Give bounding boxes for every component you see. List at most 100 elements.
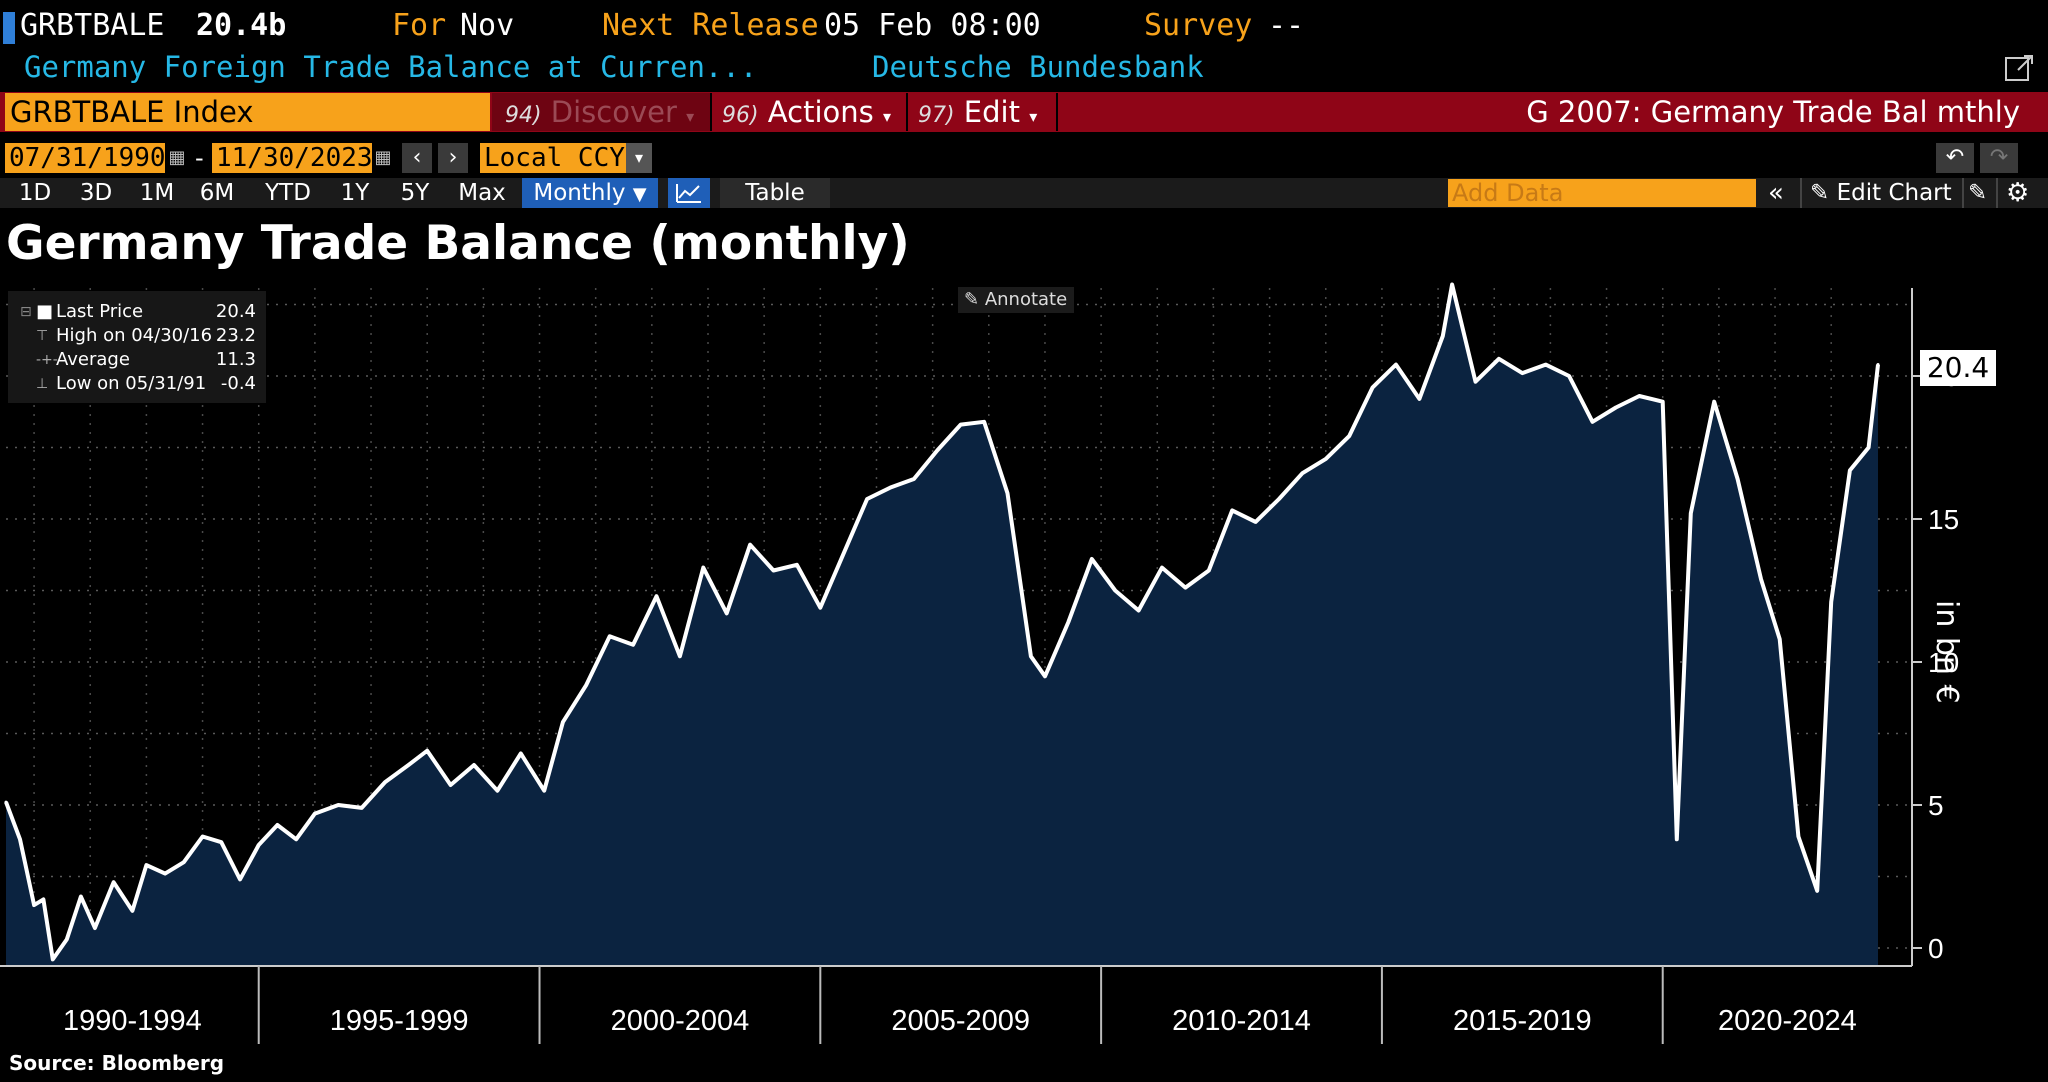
data-point — [275, 823, 279, 827]
data-point — [584, 683, 588, 687]
chevron-left-icon[interactable]: ‹ — [402, 143, 432, 173]
line-chart-icon[interactable] — [668, 178, 710, 208]
data-point — [294, 837, 298, 841]
data-point — [678, 654, 682, 658]
period-1d[interactable]: 1D — [18, 180, 52, 206]
data-point — [238, 877, 242, 881]
data-point — [1520, 371, 1524, 375]
legend-low: ⊥ Low on 05/31/91 -0.4 — [8, 372, 266, 396]
divider — [1996, 178, 1998, 208]
add-data-input[interactable]: Add Data — [1448, 179, 1756, 207]
data-point — [1497, 357, 1501, 361]
period-3d[interactable]: 3D — [79, 180, 113, 206]
index-field[interactable]: GRBTBALE Index — [5, 93, 490, 131]
legend-high: ⊤ High on 04/30/16 23.2 — [8, 324, 266, 348]
low-marker-icon: ⊥ — [36, 376, 49, 392]
pencil-icon: ✎ — [964, 289, 980, 310]
calendar-icon[interactable]: ▦ — [168, 147, 186, 168]
security-description: Germany Foreign Trade Balance at Curren.… — [24, 50, 758, 84]
data-point — [1006, 491, 1010, 495]
frequency-select[interactable]: Monthly ▼ — [522, 178, 658, 208]
edit-chart-button[interactable]: ✎ Edit Chart — [1810, 178, 1952, 208]
legend-avg-value: 11.3 — [215, 349, 256, 370]
data-points — [4, 282, 1880, 961]
data-point — [1675, 837, 1679, 841]
period-1m[interactable]: 1M — [139, 180, 175, 206]
high-marker-icon: ⊤ — [36, 328, 49, 344]
source-note: Source: Bloomberg — [9, 1051, 225, 1075]
data-point — [1417, 397, 1421, 401]
legend-high-label: High on 04/30/16 — [56, 325, 213, 346]
data-point — [1689, 511, 1693, 515]
data-point — [219, 840, 223, 844]
data-point — [130, 909, 134, 913]
data-point — [336, 803, 340, 807]
edit-label: Edit — [963, 95, 1020, 129]
series-area — [6, 284, 1878, 966]
period-6m[interactable]: 6M — [199, 180, 235, 206]
data-point — [519, 752, 523, 756]
data-point — [1778, 637, 1782, 641]
x-tick-label: 2020-2024 — [1718, 1005, 1857, 1037]
chart-plot[interactable]: 05101520 1990-19941995-19992000-20042005… — [0, 270, 2048, 1060]
currency-select[interactable]: Local CCY — [480, 143, 652, 173]
date-dash: - — [195, 144, 204, 172]
data-point — [425, 749, 429, 753]
actions-label: Actions — [767, 95, 874, 129]
x-tick-label: 2000-2004 — [611, 1005, 750, 1037]
data-point — [406, 763, 410, 767]
data-point — [935, 448, 939, 452]
data-point — [1661, 400, 1665, 404]
popout-icon[interactable] — [2004, 54, 2036, 84]
data-point — [182, 860, 186, 864]
x-tick-label: 2010-2014 — [1172, 1005, 1311, 1037]
period-max[interactable]: Max — [458, 180, 506, 206]
period-5y[interactable]: 5Y — [400, 180, 430, 206]
data-point — [32, 903, 36, 907]
data-point — [725, 611, 729, 615]
caret-down-icon[interactable]: ▾ — [626, 143, 652, 173]
calendar-icon[interactable]: ▦ — [374, 147, 392, 168]
period-1y[interactable]: 1Y — [340, 180, 370, 206]
discover-menu[interactable]: 94) Discover ▾ — [505, 93, 694, 131]
actions-menu[interactable]: 96) Actions ▾ — [722, 93, 891, 131]
pencil-icon: ✎ — [1810, 180, 1830, 206]
period-ytd[interactable]: YTD — [265, 180, 311, 206]
start-date-input[interactable]: 07/31/1990 — [5, 143, 166, 173]
security-header: GRBTBALE 20.4b For Nov Next Release 05 F… — [0, 0, 2048, 52]
data-point — [542, 789, 546, 793]
redo-icon[interactable]: ↷ — [1980, 143, 2018, 173]
security-subheader: Germany Foreign Trade Balance at Curren.… — [0, 50, 2048, 86]
survey-label: Survey — [1144, 8, 1253, 43]
legend[interactable]: ⊟ ■ Last Price 20.4 ⊤ High on 04/30/16 2… — [8, 291, 266, 403]
annotate-button[interactable]: ✎ Annotate — [958, 287, 1074, 313]
data-point — [959, 423, 963, 427]
data-point — [1207, 568, 1211, 572]
data-point — [701, 566, 705, 570]
collapse-icon[interactable]: ⊟ — [20, 304, 32, 320]
data-point — [772, 568, 776, 572]
data-point — [1637, 394, 1641, 398]
average-marker-icon: -+- — [36, 352, 58, 368]
data-point — [360, 806, 364, 810]
y-tick-label: 15 — [1928, 504, 1959, 535]
end-date-input[interactable]: 11/30/2023 — [212, 143, 373, 173]
data-point — [1394, 363, 1398, 367]
data-point — [1567, 374, 1571, 378]
undo-icon[interactable]: ↶ — [1936, 143, 1974, 173]
x-tick-label: 1990-1994 — [63, 1005, 202, 1037]
caret-down-icon: ▼ — [632, 184, 647, 205]
data-point — [1113, 589, 1117, 592]
edit-layout-icon[interactable]: ✎ — [1968, 180, 1988, 206]
legend-last-label: Last Price — [56, 301, 144, 322]
edit-menu[interactable]: 97) Edit ▾ — [918, 93, 1037, 131]
chevron-right-icon[interactable]: › — [438, 143, 468, 173]
table-button[interactable]: Table — [720, 178, 830, 208]
data-point — [4, 800, 8, 804]
data-point — [748, 543, 752, 547]
y-tick-label: 10 — [1928, 647, 1959, 678]
gear-icon[interactable]: ⚙ — [2006, 178, 2030, 208]
ticker-label[interactable]: GRBTBALE — [20, 8, 165, 43]
data-point — [79, 895, 83, 899]
double-chevron-left-icon[interactable]: « — [1768, 178, 1784, 208]
